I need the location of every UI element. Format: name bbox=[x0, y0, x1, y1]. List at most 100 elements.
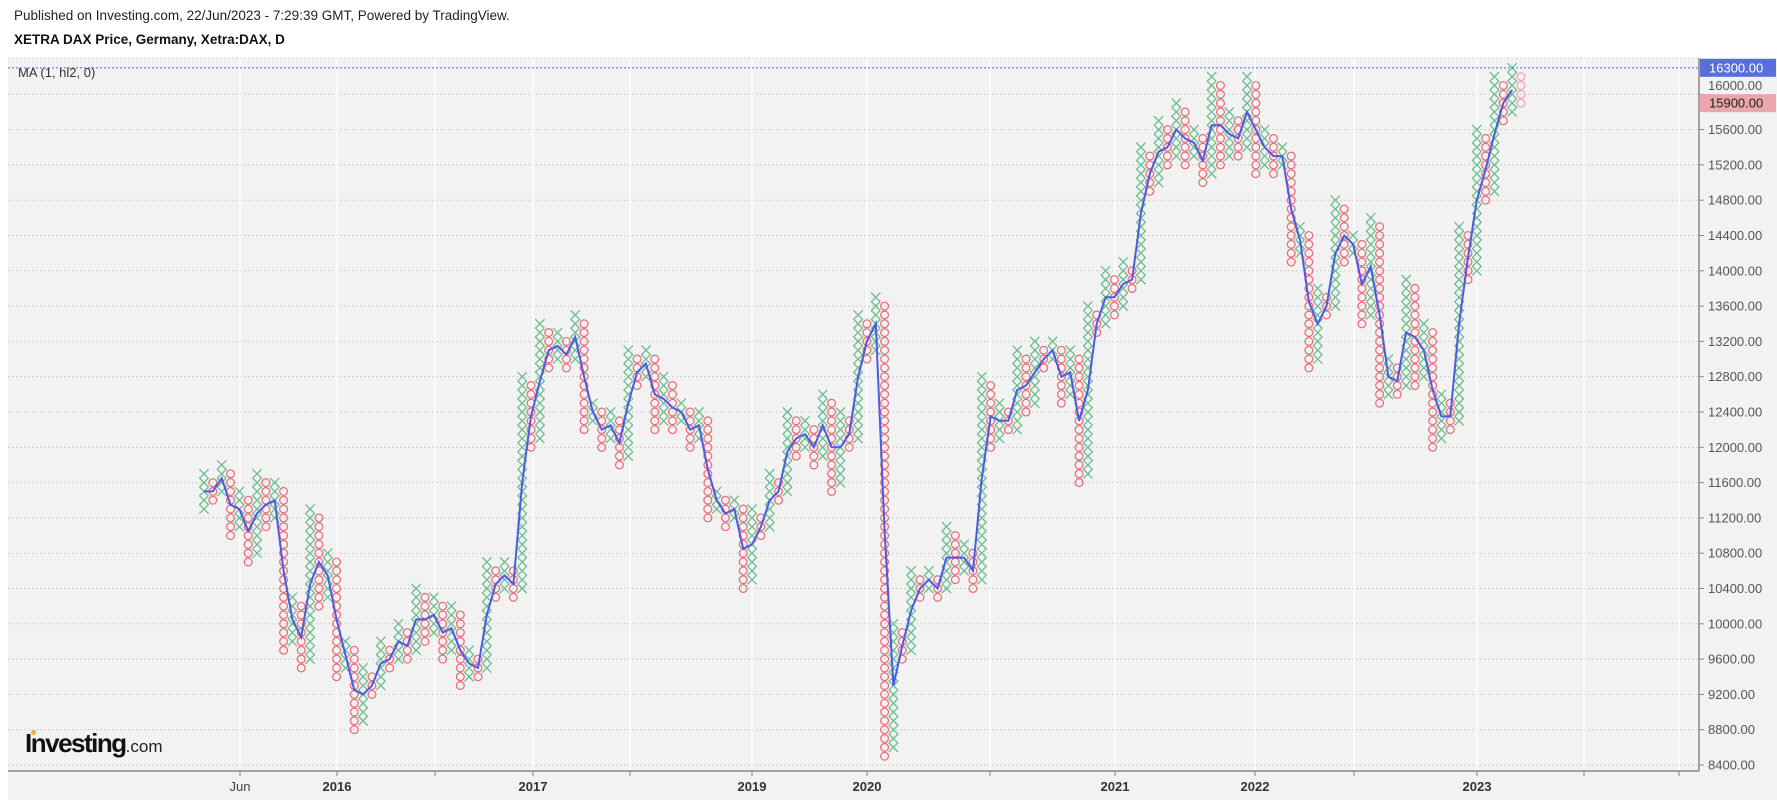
x-stroke bbox=[1383, 389, 1394, 400]
o-box bbox=[1498, 116, 1508, 126]
x-box bbox=[517, 389, 528, 400]
x-box bbox=[1082, 451, 1093, 462]
x-stroke bbox=[1135, 248, 1147, 259]
x-stroke bbox=[1489, 168, 1500, 179]
x-box bbox=[481, 645, 492, 656]
o-box bbox=[880, 478, 890, 488]
x-box bbox=[499, 574, 510, 585]
x-column bbox=[304, 503, 316, 665]
x-column bbox=[428, 592, 439, 638]
x-stroke bbox=[1312, 327, 1323, 338]
x-stroke bbox=[375, 671, 386, 682]
x-column bbox=[517, 371, 528, 594]
o-box bbox=[579, 398, 589, 408]
o-box bbox=[933, 583, 943, 594]
x-stroke bbox=[1418, 318, 1429, 329]
x-box bbox=[1489, 177, 1500, 188]
x-stroke bbox=[676, 398, 687, 409]
x-box bbox=[1082, 406, 1093, 418]
time-axis[interactable]: Jun 2016 2017 2019 2020 2021 2022 2023 bbox=[230, 771, 1680, 794]
x-stroke bbox=[534, 398, 545, 409]
x-box bbox=[251, 477, 263, 488]
o-box bbox=[827, 460, 837, 470]
x-box bbox=[852, 415, 864, 426]
x-box bbox=[906, 565, 917, 576]
x-box bbox=[976, 433, 987, 444]
o-box bbox=[1056, 345, 1066, 355]
o-box bbox=[756, 522, 766, 532]
x-stroke bbox=[1330, 292, 1341, 303]
x-column bbox=[198, 468, 210, 515]
x-stroke bbox=[322, 556, 333, 568]
x-stroke bbox=[976, 398, 987, 409]
x-stroke bbox=[1454, 265, 1465, 276]
x-box bbox=[1401, 318, 1412, 329]
x-stroke bbox=[251, 548, 263, 559]
x-box bbox=[1489, 106, 1500, 118]
o-box bbox=[667, 425, 677, 435]
o-column bbox=[1428, 328, 1438, 452]
x-box bbox=[1454, 283, 1465, 294]
x-stroke bbox=[269, 477, 280, 488]
o-column bbox=[597, 407, 607, 452]
x-stroke bbox=[1401, 362, 1412, 373]
o-box bbox=[1215, 133, 1226, 143]
x-stroke bbox=[1259, 124, 1270, 135]
x-stroke bbox=[1135, 142, 1147, 153]
y-tick-label: 13600.00 bbox=[1708, 299, 1762, 314]
x-stroke bbox=[411, 609, 422, 621]
x-box bbox=[1135, 168, 1147, 179]
x-stroke bbox=[835, 451, 846, 462]
o-box bbox=[650, 372, 660, 382]
x-box bbox=[1082, 318, 1093, 329]
x-stroke bbox=[1330, 203, 1341, 215]
o-box bbox=[1251, 98, 1261, 108]
x-stroke bbox=[1135, 168, 1147, 179]
x-stroke bbox=[1082, 406, 1093, 418]
x-stroke bbox=[976, 424, 987, 435]
o-box bbox=[1481, 133, 1491, 143]
x-stroke bbox=[976, 548, 987, 559]
o-box bbox=[1109, 283, 1119, 293]
o-box bbox=[1198, 169, 1208, 179]
chart-title: XETRA DAX Price, Germany, Xetra:DAX, D bbox=[14, 32, 285, 47]
o-box bbox=[933, 592, 943, 602]
x-stroke bbox=[1241, 80, 1253, 91]
x-stroke bbox=[817, 398, 828, 409]
x-box bbox=[534, 318, 545, 329]
o-box bbox=[1463, 266, 1473, 276]
o-column bbox=[1375, 222, 1385, 408]
x-box bbox=[1118, 283, 1129, 294]
x-stroke bbox=[1188, 150, 1200, 162]
x-column bbox=[251, 468, 263, 559]
o-box bbox=[880, 372, 890, 382]
o-box bbox=[1251, 160, 1261, 170]
price-axis[interactable]: 8400.00 8800.00 9200.00 9600.00 10000.00 1040… bbox=[1699, 78, 1762, 773]
x-box bbox=[411, 609, 422, 621]
o-box bbox=[809, 425, 819, 435]
x-stroke bbox=[1100, 265, 1111, 276]
x-box bbox=[304, 548, 316, 559]
o-column bbox=[1074, 354, 1084, 488]
x-box bbox=[1507, 80, 1518, 91]
x-column bbox=[870, 292, 881, 356]
o-box bbox=[1428, 328, 1438, 338]
indicator-label[interactable]: MA (1, hl2, 0) bbox=[18, 65, 95, 80]
x-box bbox=[1312, 292, 1323, 303]
x-box bbox=[446, 601, 457, 612]
x-stroke bbox=[1330, 230, 1341, 241]
y-tick-label: 14000.00 bbox=[1708, 263, 1762, 278]
x-box bbox=[976, 565, 987, 576]
x-box bbox=[322, 556, 333, 568]
x-stroke bbox=[852, 380, 864, 391]
x-stroke bbox=[1171, 98, 1182, 109]
x-stroke bbox=[746, 574, 758, 585]
x-stroke bbox=[746, 512, 758, 523]
o-box bbox=[950, 531, 960, 541]
x-box bbox=[1489, 98, 1500, 109]
o-box bbox=[1215, 98, 1226, 108]
x-box bbox=[941, 548, 952, 559]
o-box bbox=[1039, 363, 1049, 373]
x-box bbox=[1029, 371, 1040, 382]
